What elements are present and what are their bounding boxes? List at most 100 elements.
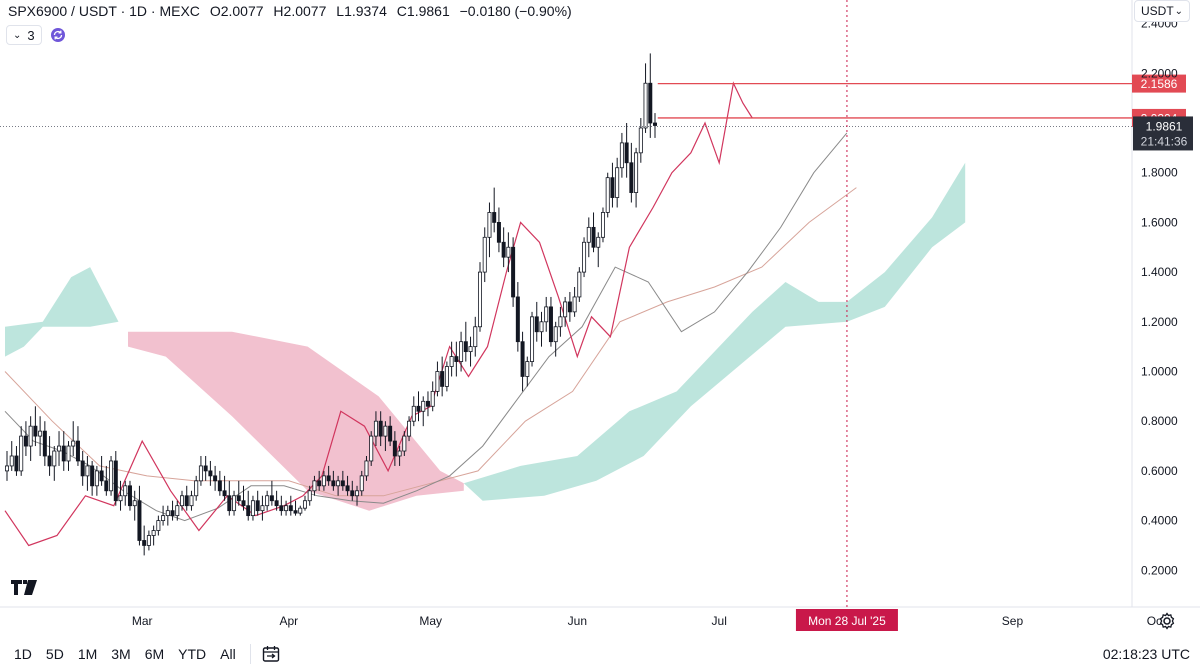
candle-body-up (553, 326, 558, 343)
candle (515, 282, 520, 352)
timeframe-all-button[interactable]: All (220, 646, 236, 662)
candle (643, 63, 648, 133)
symbol-title[interactable]: SPX6900 / USDT · 1D · MEXC (8, 3, 200, 19)
candle (435, 361, 440, 397)
candle (151, 525, 156, 546)
candle (383, 421, 388, 452)
candle-body-down (293, 510, 298, 514)
candle (468, 336, 473, 367)
candle-body-up (109, 460, 114, 492)
candle-body-down (23, 435, 28, 447)
candle (118, 480, 123, 511)
candle-body-up (435, 371, 440, 392)
candle-body-up (336, 480, 341, 487)
candle (364, 455, 369, 481)
candle-body-up (66, 445, 71, 462)
price-tick-label: 0.8000 (1141, 414, 1178, 428)
calendar-range-icon[interactable] (261, 644, 281, 664)
candle (591, 212, 596, 253)
candle-body-up (643, 82, 648, 129)
candle-body-up (260, 505, 265, 512)
kumo-bear-area (128, 331, 464, 511)
gear-icon[interactable] (1158, 612, 1176, 630)
symbol-header: SPX6900 / USDT · 1D · MEXC O2.0077 H2.00… (8, 3, 572, 19)
price-tick-label: 1.0000 (1141, 365, 1178, 379)
candle-body-down (317, 480, 322, 487)
sync-icon[interactable] (50, 27, 66, 43)
candle-body-up (369, 435, 374, 462)
candle-body-up (194, 480, 199, 497)
candle (109, 455, 114, 496)
timeframe-ytd-button[interactable]: YTD (178, 646, 207, 662)
candle (23, 421, 28, 456)
utc-clock[interactable]: 02:18:23 UTC (1102, 646, 1190, 662)
candle (265, 490, 270, 511)
candle-body-up (558, 316, 563, 328)
kumo-bull-area (5, 267, 119, 357)
timeframe-3m-button[interactable]: 3M (111, 646, 131, 662)
candle-body-up (506, 246, 511, 258)
candle (317, 470, 322, 491)
candle (42, 421, 47, 466)
price-axis[interactable]: 0.2000 0.4000 0.6000 0.8000 1.0000 1.2000 1.40… (1141, 17, 1178, 578)
divider (249, 644, 251, 664)
candle (496, 207, 501, 253)
currency-label: USDT (1141, 4, 1174, 18)
candle-body-up (619, 142, 624, 169)
candle-body-up (615, 167, 620, 198)
candle (582, 237, 587, 278)
candle-body-up (373, 420, 378, 437)
indicators-collapse-button[interactable]: ⌄ 3 (6, 25, 42, 45)
candle (492, 187, 497, 233)
candle-body-down (629, 162, 634, 193)
candle (534, 301, 539, 342)
candle (596, 232, 601, 268)
candle (525, 356, 530, 387)
timeframe-1m-button[interactable]: 1M (77, 646, 98, 662)
candle-body-up (298, 507, 303, 514)
candle-body-up (175, 505, 180, 517)
price-tick-label: 0.4000 (1141, 514, 1178, 528)
price-tick-label: 1.2000 (1141, 315, 1178, 329)
candle-body-up (582, 241, 587, 273)
time-axis[interactable]: Mar Apr May Jun Jul Sep Oc (132, 614, 1162, 628)
candle-body-up (94, 470, 99, 487)
candle (336, 475, 341, 496)
kumo-bull-area (463, 162, 966, 501)
candle-body-up (132, 500, 137, 507)
tradingview-logo-icon[interactable] (10, 578, 42, 596)
candle-body-up (487, 212, 492, 238)
candle (236, 480, 241, 506)
candle (359, 470, 364, 496)
candle (180, 490, 185, 511)
candle (274, 490, 279, 511)
candle (506, 232, 511, 273)
candle (373, 411, 378, 447)
candlestick-series (5, 53, 658, 556)
candle-body-down (80, 460, 85, 477)
candle-body-down (99, 470, 104, 482)
candle (203, 455, 208, 481)
candle (19, 426, 24, 476)
candle (156, 515, 161, 536)
high-value: 2.0077 (283, 3, 327, 19)
indicator-count: 3 (27, 27, 35, 43)
candle (5, 451, 10, 481)
currency-selector[interactable]: USDT ⌄ (1134, 0, 1190, 22)
candle-body-up (52, 450, 57, 467)
candle-body-down (241, 500, 246, 507)
candle (99, 455, 104, 486)
candle-body-down (142, 540, 147, 546)
timeframe-6m-button[interactable]: 6M (144, 646, 165, 662)
candle-body-up (307, 490, 312, 502)
candle (629, 142, 634, 203)
candle (487, 202, 492, 258)
timeframe-1d-button[interactable]: 1D (14, 646, 32, 662)
timeframe-5d-button[interactable]: 5D (45, 646, 64, 662)
candle-body-up (85, 465, 90, 477)
candle (624, 123, 629, 178)
time-tick-label: Apr (279, 614, 298, 628)
candle (321, 470, 326, 491)
candle-body-up (118, 495, 123, 502)
